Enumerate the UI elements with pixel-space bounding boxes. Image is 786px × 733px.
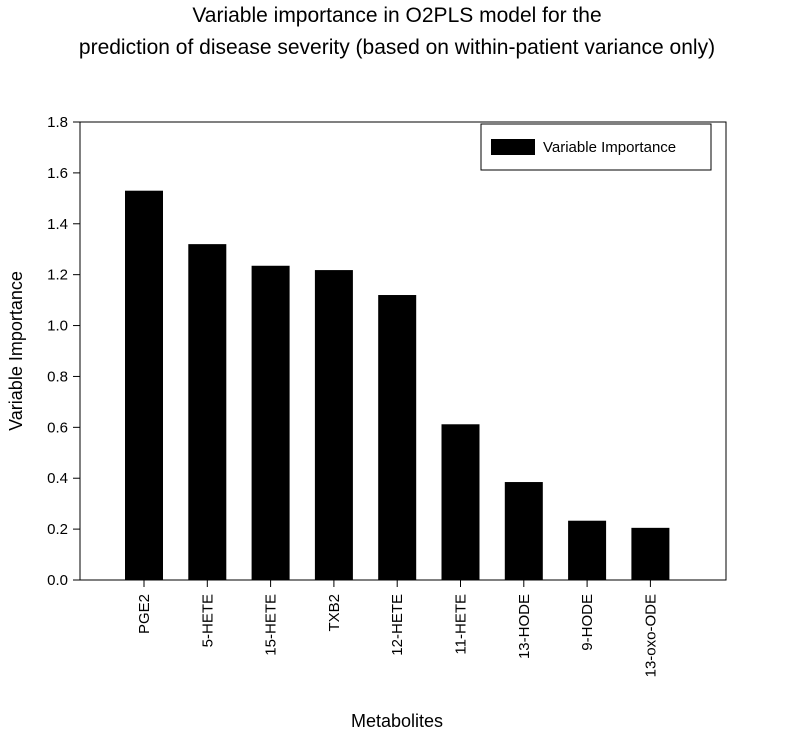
y-tick-label: 1.6 [47,165,68,182]
bar-12-hete [378,295,417,580]
bar-11-hete [441,424,480,580]
legend: Variable Importance [480,123,712,171]
legend-label: Variable Importance [543,139,676,156]
y-tick-label: 0.6 [47,419,68,436]
x-tick-label: 11-HETE [453,594,470,655]
y-tick-label: 1.8 [47,114,68,131]
chart-title-line-1: Variable importance in O2PLS model for t… [192,4,601,27]
x-tick-label: 9-HODE [579,594,596,651]
legend-swatch [491,139,535,155]
bar-pge2 [125,190,163,580]
y-tick-label: 0.8 [47,368,68,385]
x-tick-label: 12-HETE [389,594,406,656]
bars-group [125,190,670,580]
x-tick-label: 13-oxo-ODE [642,594,659,677]
y-tick-label: 1.0 [47,318,68,335]
y-tick-label: 0.2 [47,521,68,538]
y-axis: 0.0 0.2 0.4 0.6 0.8 1.0 1.2 1.4 1.6 1.8 [47,114,80,589]
x-axis-label: Metabolites [351,711,443,731]
chart-title-line-2: prediction of disease severity (based on… [79,36,715,59]
x-tick-label: TXB2 [326,594,343,632]
bar-5-hete [188,244,227,580]
y-axis-label: Variable Importance [6,271,26,431]
y-tick-label: 1.4 [47,216,68,233]
bar-txb2 [314,270,353,580]
y-tick-label: 0.4 [47,470,68,487]
bar-13-oxo-ode [631,527,670,580]
bar-13-hode [504,482,543,580]
x-tick-label: 5-HETE [199,594,216,647]
plot-frame [79,121,727,581]
x-tick-label: 15-HETE [263,594,280,656]
x-axis: PGE2 5-HETE 15-HETE TXB2 12-HETE 11-HETE 13-HO… [136,580,659,677]
x-tick-label: PGE2 [136,594,153,634]
x-tick-label: 13-HODE [516,594,533,659]
y-tick-label: 1.2 [47,267,68,284]
bar-9-hode [568,520,607,580]
bar-15-hete [251,265,290,580]
y-tick-label: 0.0 [47,572,68,589]
